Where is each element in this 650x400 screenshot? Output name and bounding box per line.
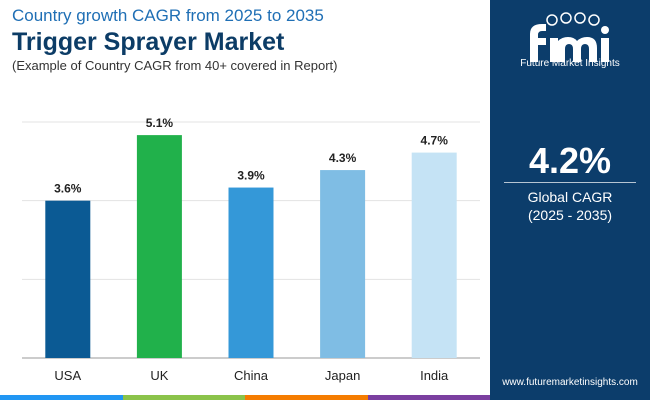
- bar-japan: [320, 170, 366, 358]
- data-label-india: 4.7%: [421, 134, 449, 148]
- strip-segment: [245, 395, 368, 400]
- data-label-china: 3.9%: [237, 169, 265, 183]
- chart-area: 3.6% USA 5.1% UK 3.9% China 4.3% Japan 4.7% India: [0, 80, 490, 390]
- sidebar: Future Market Insights 4.2% Global CAGR …: [490, 0, 650, 400]
- bar-china: [228, 187, 274, 358]
- bar-usa: [45, 200, 91, 358]
- divider: [504, 182, 636, 183]
- chart-subtitle-top: Country growth CAGR from 2025 to 2035: [12, 6, 324, 25]
- x-tick-label-usa: USA: [54, 368, 81, 383]
- bottom-color-strip: [0, 395, 490, 400]
- bar-india: [411, 152, 457, 358]
- header: Country growth CAGR from 2025 to 2035 Tr…: [0, 0, 490, 80]
- data-label-uk: 5.1%: [146, 116, 174, 130]
- data-label-japan: 4.3%: [329, 151, 357, 165]
- chart-subtitle-bottom: (Example of Country CAGR from 40+ covere…: [12, 58, 338, 73]
- x-tick-label-uk: UK: [150, 368, 168, 383]
- data-label-usa: 3.6%: [54, 182, 82, 196]
- bar-chart: 3.6% USA 5.1% UK 3.9% China 4.3% Japan 4.7% India: [22, 116, 480, 383]
- strip-segment: [122, 395, 245, 400]
- logo-text: Future Market Insights: [520, 58, 620, 69]
- x-tick-label-india: India: [420, 368, 449, 383]
- chart-title: Trigger Sprayer Market: [12, 28, 285, 56]
- website-url[interactable]: www.futuremarketinsights.com: [502, 377, 638, 388]
- x-tick-label-japan: Japan: [325, 368, 360, 383]
- global-cagr-value: 4.2%: [528, 140, 612, 181]
- x-tick-label-china: China: [234, 368, 269, 383]
- fmi-logo: [530, 12, 609, 62]
- global-cagr-label: Global CAGR: [527, 189, 613, 205]
- strip-segment: [0, 395, 123, 400]
- strip-segment: [367, 395, 490, 400]
- global-cagr-years: (2025 - 2035): [527, 207, 613, 223]
- bar-uk: [136, 135, 182, 358]
